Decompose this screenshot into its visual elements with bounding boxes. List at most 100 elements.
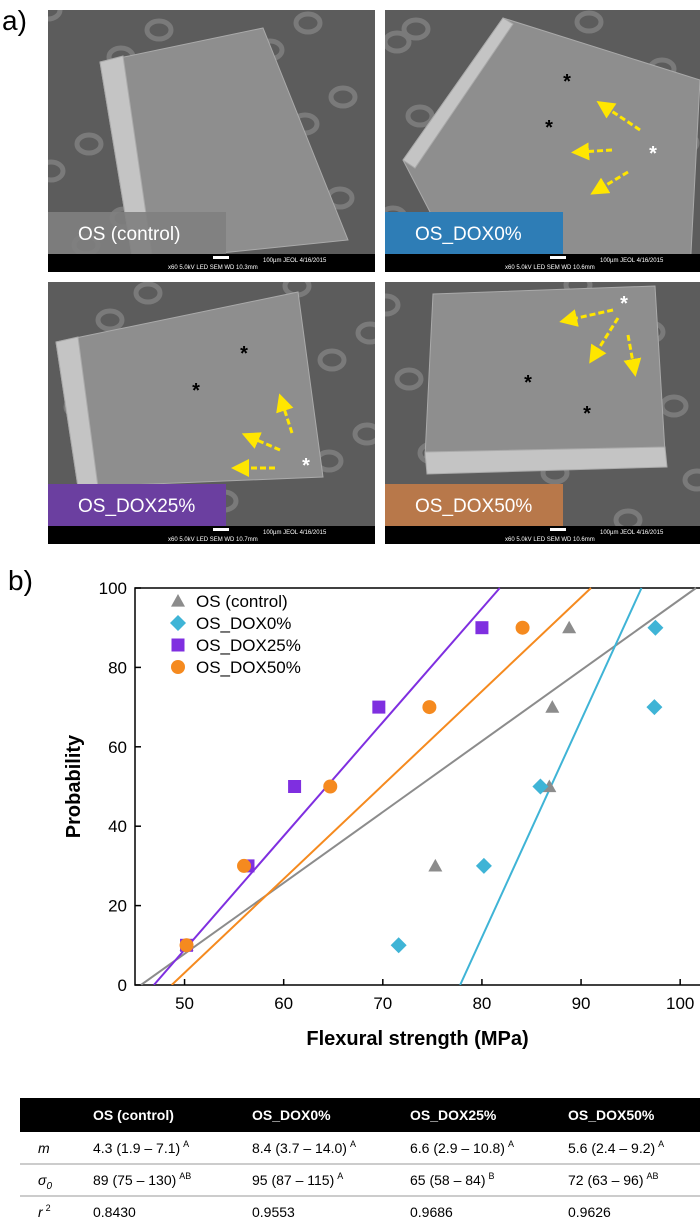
legend-label: OS_DOX0% (196, 614, 291, 633)
sem-ring (74, 132, 104, 156)
sem-ring (144, 18, 174, 42)
legend-symbol (171, 638, 185, 652)
scale-bar (550, 528, 566, 531)
cell-text: 6.6 (2.9 – 10.8) (410, 1140, 505, 1156)
y-tick-label: 20 (108, 897, 127, 916)
data-point (372, 700, 386, 714)
table-cell: 8.4 (3.7 – 14.0) A (252, 1139, 356, 1156)
data-point (515, 620, 530, 635)
asterisk: * (192, 380, 200, 402)
data-point (179, 938, 194, 953)
cell-text: 5.6 (2.4 – 9.2) (568, 1140, 655, 1156)
asterisk: * (649, 143, 657, 165)
sample (424, 446, 668, 475)
table-cell: 5.6 (2.4 – 9.2) A (568, 1139, 664, 1156)
table-header: OS_DOX0% (252, 1107, 331, 1123)
sem-ring (574, 10, 604, 34)
sem-ring (328, 85, 358, 109)
plot-frame (134, 587, 700, 986)
table-cell: 72 (63 – 96) AB (568, 1171, 659, 1188)
asterisk: * (302, 455, 310, 477)
data-point (647, 619, 664, 636)
crack-arrow (623, 334, 642, 377)
superscript: AB (647, 1171, 659, 1181)
superscript: B (489, 1171, 495, 1181)
info-bar (48, 526, 375, 544)
sem-ring (385, 293, 401, 317)
data-point (562, 620, 577, 634)
table-cell: 4.3 (1.9 – 7.1) A (93, 1139, 189, 1156)
info-text: 100µm JEOL 4/16/2015 (263, 530, 327, 536)
crack-arrow (590, 170, 629, 195)
sem-ring (385, 30, 412, 54)
y-axis-label: Probability (63, 734, 85, 838)
legend-label: OS_DOX50% (196, 658, 301, 677)
x-axis-label: Flexural strength (MPa) (306, 1028, 528, 1050)
cell-text: σ (38, 1172, 47, 1188)
sem-ring (293, 11, 323, 35)
scale-bar (213, 256, 229, 259)
cell-text: 89 (75 – 130) (93, 1172, 176, 1188)
info-bar (48, 254, 375, 272)
info-bar (385, 526, 700, 544)
superscript: 2 (46, 1203, 51, 1213)
fit-line (170, 587, 592, 985)
superscript: A (658, 1139, 664, 1149)
x-tick-label: 100 (666, 994, 694, 1013)
asterisk: * (583, 403, 591, 425)
data-point (288, 780, 302, 793)
asterisk: * (620, 293, 628, 315)
sem-ring (401, 17, 431, 41)
asterisk: * (563, 71, 571, 93)
cell-text: 72 (63 – 96) (568, 1172, 644, 1188)
data-point (422, 700, 437, 715)
crack-arrow (596, 101, 641, 132)
info-bar (385, 254, 700, 272)
table-header-bg (20, 1098, 700, 1132)
cell-text: 0.9686 (410, 1204, 453, 1220)
caption-box (48, 484, 226, 526)
sem-ring (405, 104, 435, 128)
sem-ring (394, 367, 424, 391)
cell-text: 95 (87 – 115) (252, 1172, 334, 1188)
info-text: 100µm JEOL 4/16/2015 (600, 530, 664, 536)
data-point (545, 700, 560, 713)
table-header: OS (control) (93, 1107, 174, 1123)
sample (424, 285, 666, 458)
subscript: 0 (46, 1181, 52, 1192)
x-tick-label: 60 (274, 994, 293, 1013)
x-tick-label: 70 (373, 994, 392, 1013)
table-cell: 6.6 (2.9 – 10.8) A (410, 1139, 514, 1156)
data-point (475, 621, 489, 635)
info-text: x60 5.0kV LED SEM WD 10.6mm (505, 537, 595, 543)
sem-image: * * * OS_DOX25% 100µm JEOL 4/16/2015 x60 5.0k… (48, 282, 375, 544)
row-label: σ0 (38, 1172, 52, 1192)
sem-image: * * * OS_DOX50% 100µm JEOL 4/16/2015 x60 5.0k… (385, 282, 700, 544)
superscript: A (337, 1171, 343, 1181)
asterisk: * (240, 343, 248, 365)
cell-text: 65 (58 – 84) (410, 1172, 486, 1188)
x-tick-label: 90 (572, 994, 591, 1013)
data-point (646, 699, 663, 716)
cell-text: 0.9626 (568, 1204, 611, 1220)
superscript: A (350, 1139, 356, 1149)
caption: OS_DOX50% (415, 496, 532, 517)
data-point (475, 857, 492, 874)
data-point (323, 779, 338, 794)
table-header: OS_DOX50% (568, 1107, 655, 1123)
asterisk: * (545, 117, 553, 139)
row-label: m (38, 1140, 50, 1156)
sem-ring (95, 308, 125, 332)
superscript: AB (179, 1171, 191, 1181)
x-tick-label: 80 (472, 994, 491, 1013)
caption: OS_DOX0% (415, 224, 522, 245)
table-cell: 65 (58 – 84) B (410, 1171, 495, 1188)
cell-text: m (38, 1140, 50, 1156)
sem-ring (48, 159, 66, 183)
scale-bar (213, 528, 229, 531)
cell-text: r (38, 1204, 44, 1220)
sem-ring (355, 321, 375, 345)
table-cell: 95 (87 – 115) A (252, 1171, 343, 1188)
